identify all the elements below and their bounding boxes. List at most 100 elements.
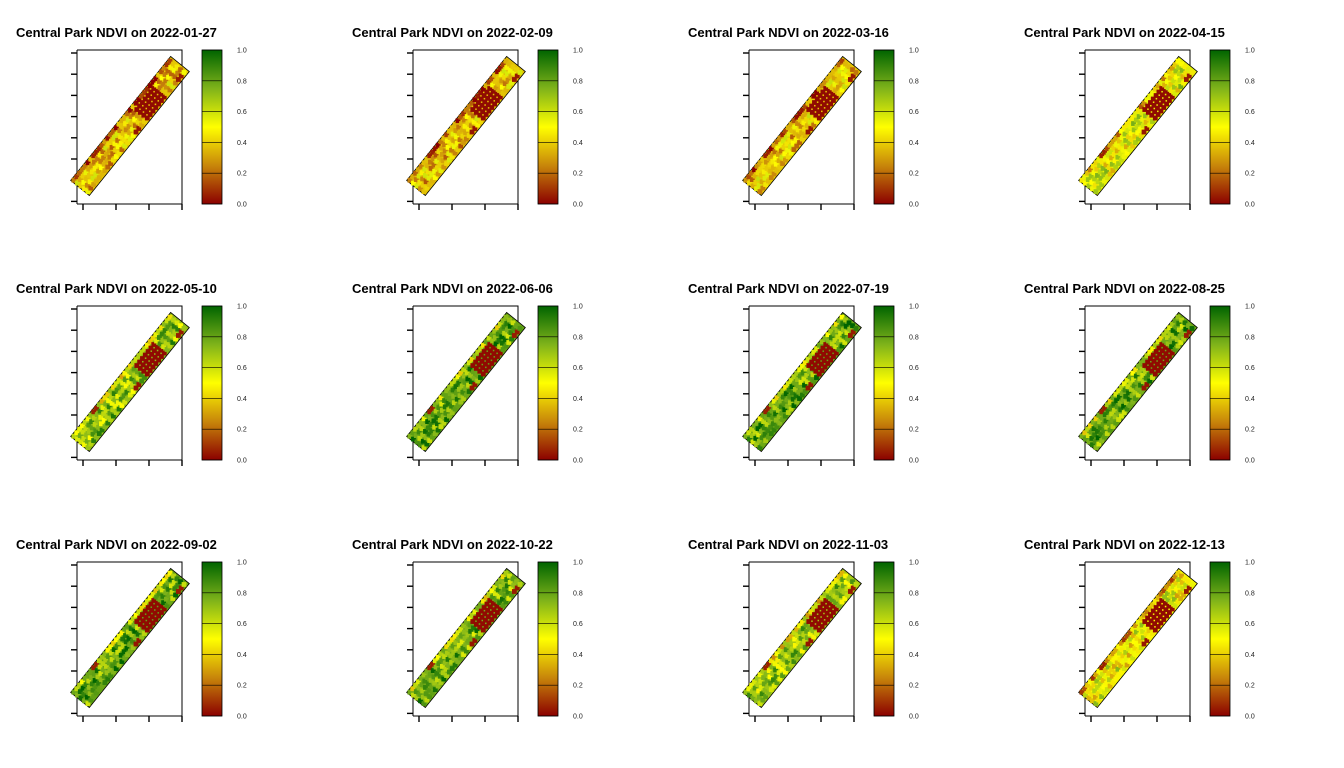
ndvi-cell	[793, 393, 799, 399]
colorbar-tick-label: 0.4	[237, 652, 247, 659]
ndvi-cell	[466, 104, 472, 110]
ndvi-cell	[489, 617, 495, 622]
ndvi-cell	[752, 429, 758, 435]
plot-frame	[749, 49, 855, 204]
ndvi-cell	[500, 347, 506, 352]
ndvi-cell	[847, 77, 853, 82]
ndvi-cell	[127, 386, 133, 392]
ndvi-cell	[178, 329, 184, 335]
ndvi-cell	[153, 105, 159, 110]
ndvi-cell	[143, 102, 149, 108]
ndvi-cell	[1186, 579, 1191, 585]
ndvi-cell	[1152, 371, 1158, 377]
ndvi-cell	[480, 115, 486, 121]
ndvi-cell	[1085, 170, 1091, 176]
ndvi-cell	[444, 394, 450, 400]
ndvi-cell	[1150, 90, 1155, 96]
ndvi-cell	[135, 113, 140, 119]
ndvi-cell	[495, 581, 500, 587]
ndvi-cell	[1139, 622, 1145, 628]
ndvi-cell	[829, 85, 835, 91]
ndvi-cell	[461, 111, 467, 117]
ndvi-cell	[769, 658, 774, 664]
ndvi-cell	[769, 146, 774, 152]
ndvi-cell	[144, 371, 150, 377]
ndvi-cell	[801, 120, 807, 126]
ndvi-cell	[440, 152, 445, 157]
ndvi-cell	[424, 412, 430, 418]
ndvi-cell	[839, 570, 845, 576]
ndvi-cell	[89, 675, 94, 680]
ndvi-cell	[454, 390, 459, 396]
ndvi-cell	[800, 107, 805, 113]
ndvi-cell	[431, 674, 437, 680]
ndvi-cell	[1120, 141, 1126, 147]
ndvi-cell	[844, 330, 850, 336]
ndvi-cell	[130, 133, 136, 138]
ndvi-cell	[480, 109, 486, 115]
ndvi-cell	[821, 614, 827, 620]
ndvi-cell	[760, 412, 766, 418]
ndvi-cell	[825, 617, 831, 622]
ndvi-cell	[428, 422, 434, 427]
ndvi-cell	[145, 86, 150, 92]
ndvi-cell	[788, 662, 794, 668]
ndvi-cell	[1105, 152, 1111, 158]
ndvi-cell	[471, 375, 477, 381]
ndvi-cell	[497, 350, 503, 356]
ndvi-cell	[113, 666, 119, 671]
ndvi-cell	[128, 626, 134, 631]
colorbar-tick-label: 0.6	[909, 109, 919, 116]
ndvi-cell	[1123, 137, 1129, 143]
ndvi-cell	[832, 337, 838, 343]
ndvi-cell	[809, 103, 815, 109]
colorbar-tick-label: 0.6	[237, 109, 247, 116]
ndvi-cell	[478, 352, 484, 358]
ndvi-cell	[159, 325, 164, 331]
ndvi-cell	[432, 424, 438, 430]
ndvi-cell	[441, 135, 447, 141]
ndvi-cell	[1154, 99, 1160, 105]
ndvi-cell	[463, 392, 469, 398]
ndvi-plot: 0.00.20.40.60.81.0	[742, 48, 919, 210]
ndvi-cell	[1149, 368, 1155, 374]
ndvi-cell	[1110, 168, 1116, 173]
ndvi-panel: Central Park NDVI on 2022-03-16 0.0 0.2 0.4…	[672, 0, 1008, 256]
ndvi-cell	[1155, 112, 1161, 117]
ndvi-cell	[846, 576, 852, 582]
ndvi-cell	[783, 413, 788, 419]
ndvi-cell	[1147, 122, 1153, 128]
ndvi-cell	[1121, 147, 1126, 153]
ndvi-cell	[88, 441, 94, 447]
ndvi-cell	[466, 382, 471, 388]
ndvi-cell	[128, 370, 134, 375]
ndvi-cell	[1090, 163, 1096, 169]
ndvi-cell	[152, 98, 158, 104]
ndvi-cell	[834, 584, 840, 589]
ndvi-cell	[113, 403, 118, 409]
ndvi-cell	[445, 657, 451, 662]
ndvi-cell	[121, 393, 127, 399]
ndvi-cell	[449, 659, 454, 665]
ndvi-cell	[810, 372, 816, 378]
ndvi-cell	[171, 61, 176, 67]
ndvi-cell	[815, 614, 821, 620]
ndvi-cell	[113, 147, 118, 153]
ndvi-cell	[776, 664, 781, 669]
ndvi-cell	[447, 669, 452, 675]
ndvi-cell	[822, 364, 828, 370]
ndvi-cell	[1146, 372, 1152, 378]
ndvi-cell	[437, 155, 442, 161]
ndvi-cell	[102, 168, 108, 173]
ndvi-cell	[481, 598, 486, 604]
ndvi-cell	[104, 408, 109, 413]
ndvi-cell	[444, 650, 450, 656]
ndvi-cell	[120, 124, 126, 130]
ndvi-cell	[105, 391, 111, 397]
ndvi-cell	[134, 363, 140, 368]
ndvi-cell	[777, 164, 783, 170]
ndvi-cell	[507, 323, 513, 329]
ndvi-cell	[1161, 361, 1167, 366]
ndvi-cell	[1125, 128, 1131, 133]
ndvi-cell	[752, 679, 757, 685]
